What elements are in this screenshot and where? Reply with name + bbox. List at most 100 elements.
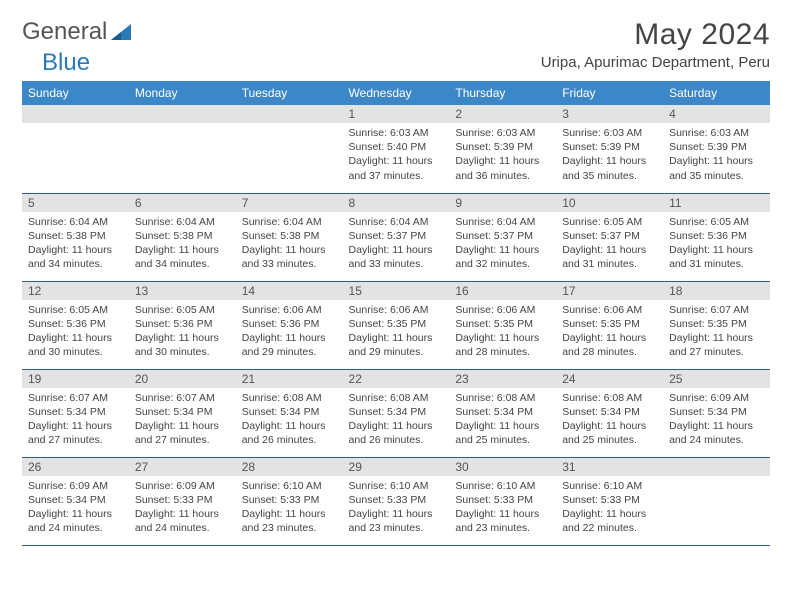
calendar-table: SundayMondayTuesdayWednesdayThursdayFrid… xyxy=(22,81,770,546)
sunset-text: Sunset: 5:34 PM xyxy=(28,493,123,507)
sunset-text: Sunset: 5:37 PM xyxy=(349,229,444,243)
day-number: 22 xyxy=(343,370,450,388)
sunset-text: Sunset: 5:33 PM xyxy=(455,493,550,507)
daylight-text: Daylight: 11 hours and 29 minutes. xyxy=(349,331,444,359)
sunrise-text: Sunrise: 6:06 AM xyxy=(562,303,657,317)
daylight-text: Daylight: 11 hours and 36 minutes. xyxy=(455,154,550,182)
day-number: 31 xyxy=(556,458,663,476)
day-details: Sunrise: 6:03 AMSunset: 5:39 PMDaylight:… xyxy=(663,123,770,187)
calendar-day-cell: 13Sunrise: 6:05 AMSunset: 5:36 PMDayligh… xyxy=(129,281,236,369)
daylight-text: Daylight: 11 hours and 25 minutes. xyxy=(562,419,657,447)
sunrise-text: Sunrise: 6:09 AM xyxy=(28,479,123,493)
daylight-text: Daylight: 11 hours and 35 minutes. xyxy=(669,154,764,182)
day-number: 26 xyxy=(22,458,129,476)
day-details: Sunrise: 6:08 AMSunset: 5:34 PMDaylight:… xyxy=(343,388,450,452)
calendar-week-row: 5Sunrise: 6:04 AMSunset: 5:38 PMDaylight… xyxy=(22,193,770,281)
calendar-week-row: 26 Sunrise: 6:09 AMSunset: 5:34 PM Dayligh… xyxy=(22,457,770,545)
day-number: 15 xyxy=(343,282,450,300)
calendar-day-cell: 23Sunrise: 6:08 AMSunset: 5:34 PMDayligh… xyxy=(449,369,556,457)
calendar-day-cell xyxy=(22,105,129,193)
calendar-day-cell: 24Sunrise: 6:08 AMSunset: 5:34 PMDayligh… xyxy=(556,369,663,457)
calendar-day-cell: 31Sunrise: 6:10 AMSunset: 5:33 PMDayligh… xyxy=(556,457,663,545)
sunset-text: Sunset: 5:33 PM xyxy=(135,493,230,507)
sunrise-text: Sunrise: 6:07 AM xyxy=(135,391,230,405)
sunset-text: Sunset: 5:34 PM xyxy=(349,405,444,419)
calendar-day-cell: 6Sunrise: 6:04 AMSunset: 5:38 PMDaylight… xyxy=(129,193,236,281)
daylight-text: Daylight: 11 hours and 23 minutes. xyxy=(349,507,444,535)
logo-triangle-icon xyxy=(111,24,131,40)
day-details: Sunrise: 6:08 AMSunset: 5:34 PMDaylight:… xyxy=(556,388,663,452)
day-details: Sunrise: 6:05 AMSunset: 5:37 PMDaylight:… xyxy=(556,212,663,276)
day-header: Tuesday xyxy=(236,81,343,105)
day-details xyxy=(22,123,129,130)
daylight-text: Daylight: 11 hours and 26 minutes. xyxy=(349,419,444,447)
daylight-text: Daylight: 11 hours and 34 minutes. xyxy=(135,243,230,271)
day-header-row: SundayMondayTuesdayWednesdayThursdayFrid… xyxy=(22,81,770,105)
calendar-day-cell: 20Sunrise: 6:07 AMSunset: 5:34 PMDayligh… xyxy=(129,369,236,457)
daylight-text: Daylight: 11 hours and 32 minutes. xyxy=(455,243,550,271)
day-details: Sunrise: 6:05 AMSunset: 5:36 PMDaylight:… xyxy=(129,300,236,364)
day-details: Sunrise: 6:10 AMSunset: 5:33 PMDaylight:… xyxy=(449,476,556,540)
day-details: Sunrise: 6:06 AMSunset: 5:35 PMDaylight:… xyxy=(449,300,556,364)
sunset-text: Sunset: 5:36 PM xyxy=(669,229,764,243)
calendar-day-cell: 7Sunrise: 6:04 AMSunset: 5:38 PMDaylight… xyxy=(236,193,343,281)
sunrise-text: Sunrise: 6:07 AM xyxy=(28,391,123,405)
sunset-text: Sunset: 5:35 PM xyxy=(562,317,657,331)
calendar-day-cell: 28Sunrise: 6:10 AMSunset: 5:33 PMDayligh… xyxy=(236,457,343,545)
sunrise-text: Sunrise: 6:10 AM xyxy=(349,479,444,493)
daylight-text: Daylight: 11 hours and 23 minutes. xyxy=(242,507,337,535)
calendar-day-cell xyxy=(236,105,343,193)
sunrise-text: Sunrise: 6:08 AM xyxy=(562,391,657,405)
sunrise-text: Sunrise: 6:05 AM xyxy=(28,303,123,317)
day-header: Friday xyxy=(556,81,663,105)
day-number: 18 xyxy=(663,282,770,300)
sunrise-text: Sunrise: 6:05 AM xyxy=(135,303,230,317)
day-number: 7 xyxy=(236,194,343,212)
day-number xyxy=(22,105,129,123)
calendar-day-cell: 4Sunrise: 6:03 AMSunset: 5:39 PMDaylight… xyxy=(663,105,770,193)
sunset-text: Sunset: 5:39 PM xyxy=(669,140,764,154)
daylight-text: Daylight: 11 hours and 28 minutes. xyxy=(562,331,657,359)
day-details: Sunrise: 6:07 AMSunset: 5:34 PMDaylight:… xyxy=(22,388,129,452)
sunset-text: Sunset: 5:39 PM xyxy=(455,140,550,154)
sunrise-text: Sunrise: 6:04 AM xyxy=(135,215,230,229)
day-details: Sunrise: 6:08 AMSunset: 5:34 PMDaylight:… xyxy=(236,388,343,452)
day-number: 5 xyxy=(22,194,129,212)
sunset-text: Sunset: 5:34 PM xyxy=(669,405,764,419)
daylight-text: Daylight: 11 hours and 27 minutes. xyxy=(28,419,123,447)
sunset-text: Sunset: 5:38 PM xyxy=(28,229,123,243)
calendar-day-cell: 11Sunrise: 6:05 AMSunset: 5:36 PMDayligh… xyxy=(663,193,770,281)
daylight-text: Daylight: 11 hours and 27 minutes. xyxy=(669,331,764,359)
day-details: Sunrise: 6:10 AMSunset: 5:33 PMDaylight:… xyxy=(556,476,663,540)
day-number: 30 xyxy=(449,458,556,476)
calendar-day-cell: 21Sunrise: 6:08 AMSunset: 5:34 PMDayligh… xyxy=(236,369,343,457)
day-number: 13 xyxy=(129,282,236,300)
calendar-day-cell: 5Sunrise: 6:04 AMSunset: 5:38 PMDaylight… xyxy=(22,193,129,281)
sunrise-text: Sunrise: 6:04 AM xyxy=(242,215,337,229)
daylight-text: Daylight: 11 hours and 35 minutes. xyxy=(562,154,657,182)
calendar-day-cell: 16Sunrise: 6:06 AMSunset: 5:35 PMDayligh… xyxy=(449,281,556,369)
day-number: 17 xyxy=(556,282,663,300)
calendar-week-row: 1Sunrise: 6:03 AMSunset: 5:40 PMDaylight… xyxy=(22,105,770,193)
day-header: Saturday xyxy=(663,81,770,105)
sunrise-text: Sunrise: 6:04 AM xyxy=(349,215,444,229)
sunset-text: Sunset: 5:33 PM xyxy=(349,493,444,507)
day-number xyxy=(236,105,343,123)
day-header: Thursday xyxy=(449,81,556,105)
day-details: Sunrise: 6:04 AMSunset: 5:38 PMDaylight:… xyxy=(129,212,236,276)
sunrise-text: Sunrise: 6:09 AM xyxy=(669,391,764,405)
day-details: Sunrise: 6:06 AMSunset: 5:36 PMDaylight:… xyxy=(236,300,343,364)
daylight-text: Daylight: 11 hours and 29 minutes. xyxy=(242,331,337,359)
day-number: 19 xyxy=(22,370,129,388)
sunrise-text: Sunrise: 6:08 AM xyxy=(455,391,550,405)
sunrise-text: Sunrise: 6:03 AM xyxy=(455,126,550,140)
sunrise-text: Sunrise: 6:06 AM xyxy=(455,303,550,317)
day-number: 4 xyxy=(663,105,770,123)
sunrise-text: Sunrise: 6:03 AM xyxy=(562,126,657,140)
calendar-day-cell: 15Sunrise: 6:06 AMSunset: 5:35 PMDayligh… xyxy=(343,281,450,369)
sunset-text: Sunset: 5:36 PM xyxy=(135,317,230,331)
day-number: 24 xyxy=(556,370,663,388)
daylight-text: Daylight: 11 hours and 25 minutes. xyxy=(455,419,550,447)
calendar-day-cell: 22Sunrise: 6:08 AMSunset: 5:34 PMDayligh… xyxy=(343,369,450,457)
daylight-text: Daylight: 11 hours and 24 minutes. xyxy=(135,507,230,535)
